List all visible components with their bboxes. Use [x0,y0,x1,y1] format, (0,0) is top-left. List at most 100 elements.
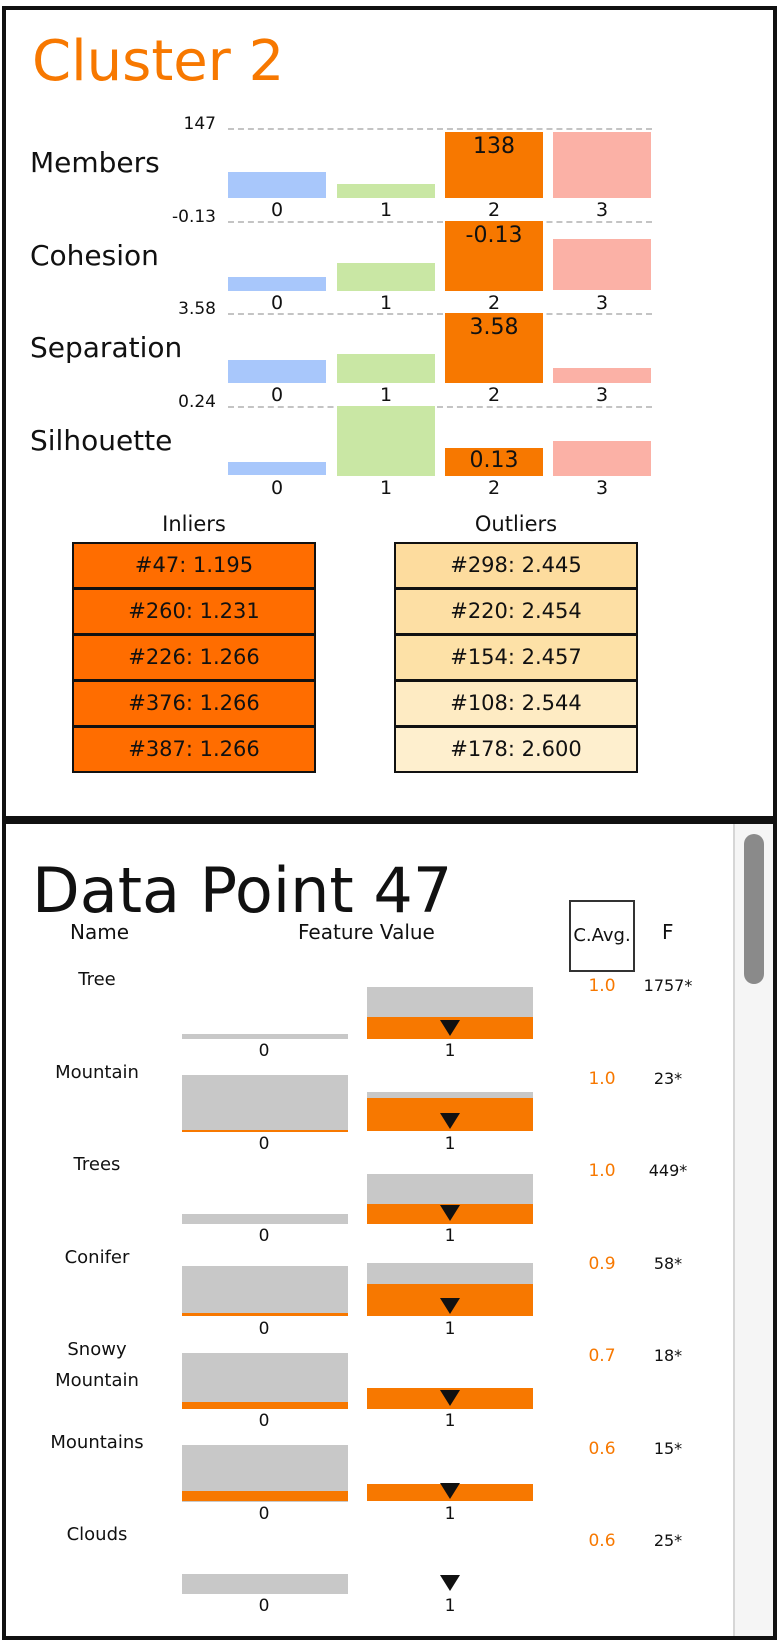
inlier-item[interactable]: #376: 1.266 [72,680,316,727]
metric-tick-label: 3 [595,384,609,406]
metric-bar-cluster-1[interactable] [337,184,435,198]
outlier-item[interactable]: #178: 2.600 [394,726,638,773]
data-point-marker-icon [440,1575,460,1591]
cluster-title: Cluster 2 [32,29,285,94]
feature-name: Snowy Mountain [22,1334,172,1396]
metric-bar-cluster-3[interactable] [553,131,651,198]
feature-name: Clouds [22,1519,172,1550]
column-header-f: F [662,920,674,944]
feature-bin-label: 0 [258,1226,270,1246]
data-point-marker-icon [440,1020,460,1036]
metric-label-silhouette: Silhouette [30,423,173,457]
feature-cavg-value: 1.0 [588,1068,616,1089]
inlier-item[interactable]: #260: 1.231 [72,588,316,635]
data-point-marker-icon [440,1205,460,1221]
metric-selected-value: 0.13 [469,447,519,473]
metric-tick-label: 1 [379,199,393,221]
metric-bar-cluster-0[interactable] [228,276,326,291]
feature-bin-label: 1 [444,1318,456,1339]
metric-tick-label: 3 [595,291,609,314]
data-point-marker-icon [440,1112,460,1129]
outlier-item[interactable]: #220: 2.454 [394,588,638,635]
metric-label-separation: Separation [30,331,183,364]
scrollbar-thumb[interactable] [744,834,764,984]
metric-tick-label: 3 [595,199,609,221]
inliers-header: Inliers [162,512,226,536]
metric-max-gridline [228,128,652,130]
metric-bar-cluster-2[interactable] [445,313,543,383]
data-point-marker-icon [440,1482,460,1499]
feature-f-value: 23* [653,1068,683,1088]
metric-tick-label: 0 [270,199,284,221]
feature-overall-bar [182,1074,348,1132]
feature-f-value: 58* [653,1253,683,1273]
metric-bar-cluster-3[interactable] [553,368,651,383]
feature-overall-bar [182,1353,348,1409]
cluster-panel: Cluster 2 147 Members 0 1 2 138 3 -0.13 Cohesion… [2,6,777,820]
feature-f-value: 1757* [643,976,693,995]
vertical-scrollbar[interactable] [733,824,773,1636]
data-point-marker-icon [440,1297,460,1314]
metric-tick-label: 1 [379,384,393,406]
feature-overall-bar [182,1034,348,1039]
metric-max-label: 3.58 [178,299,216,319]
outlier-item[interactable]: #108: 2.544 [394,680,638,727]
metric-tick-label: 1 [379,291,393,314]
feature-name-line: Mountain [55,1061,139,1083]
metric-tick-label: 2 [487,476,501,499]
metric-selected-value: -0.13 [465,222,523,248]
cavg-sort-header[interactable]: C.Avg. [569,900,635,972]
feature-name-line: Trees [73,1154,121,1175]
feature-bin-label: 0 [258,1411,270,1431]
metric-bar-cluster-1[interactable] [337,354,435,383]
feature-cluster-bar [182,1129,348,1132]
metric-tick-label: 3 [595,476,609,499]
feature-name-line: Tree [78,969,116,990]
feature-overall-bar [182,1574,348,1594]
metric-max-label: 0.24 [178,391,216,412]
metric-bar-cluster-0[interactable] [228,172,326,198]
datapoint-title: Data Point 47 [32,854,453,927]
datapoint-panel: Data Point 47 Name Feature Value C.Avg. … [2,820,777,1640]
feature-bin-label: 0 [258,1133,270,1154]
feature-cavg-value: 0.6 [588,1438,616,1459]
feature-name: Mountains [22,1427,172,1458]
metric-bar-cluster-2[interactable] [445,447,543,476]
metric-tick-label: 2 [487,384,501,406]
metric-bar-cluster-1[interactable] [337,405,435,476]
metric-bar-cluster-2[interactable] [445,220,543,291]
metric-selected-value: 138 [473,134,515,160]
feature-bin-label: 0 [258,1318,270,1339]
feature-name-line: Clouds [66,1524,128,1545]
metric-max-gridline [228,313,652,315]
outlier-item[interactable]: #154: 2.457 [394,634,638,681]
metric-bar-cluster-1[interactable] [337,262,435,291]
inlier-item[interactable]: #226: 1.266 [72,634,316,681]
metric-bar-cluster-2[interactable] [445,132,543,198]
feature-bin-label: 0 [258,1041,270,1061]
feature-cluster-bar [182,1491,348,1502]
metric-bar-cluster-3[interactable] [553,239,651,291]
feature-f-value: 18* [653,1346,683,1365]
metric-bar-cluster-0[interactable] [228,462,326,476]
feature-name: Trees [22,1149,172,1180]
inlier-item[interactable]: #387: 1.266 [72,726,316,773]
metric-bar-cluster-0[interactable] [228,359,326,383]
feature-f-value: 449* [648,1161,688,1180]
feature-cluster-bar [182,1312,348,1317]
feature-cavg-value: 1.0 [588,976,616,996]
feature-cluster-bar [182,1401,348,1409]
feature-name-line: Conifer [64,1246,130,1268]
feature-bin-label: 0 [258,1503,270,1524]
feature-bin-label: 1 [444,1226,456,1246]
feature-bin-label: 1 [444,1133,456,1154]
feature-bin-label: 1 [444,1411,456,1431]
inlier-item[interactable]: #47: 1.195 [72,542,316,589]
outlier-item[interactable]: #298: 2.445 [394,542,638,589]
feature-name: Mountain [22,1057,172,1088]
metric-tick-label: 2 [487,199,501,221]
column-header-feature-value: Feature Value [298,920,435,944]
metric-bar-cluster-3[interactable] [553,440,651,476]
feature-bin-label: 0 [258,1596,270,1616]
feature-f-value: 25* [653,1531,683,1550]
